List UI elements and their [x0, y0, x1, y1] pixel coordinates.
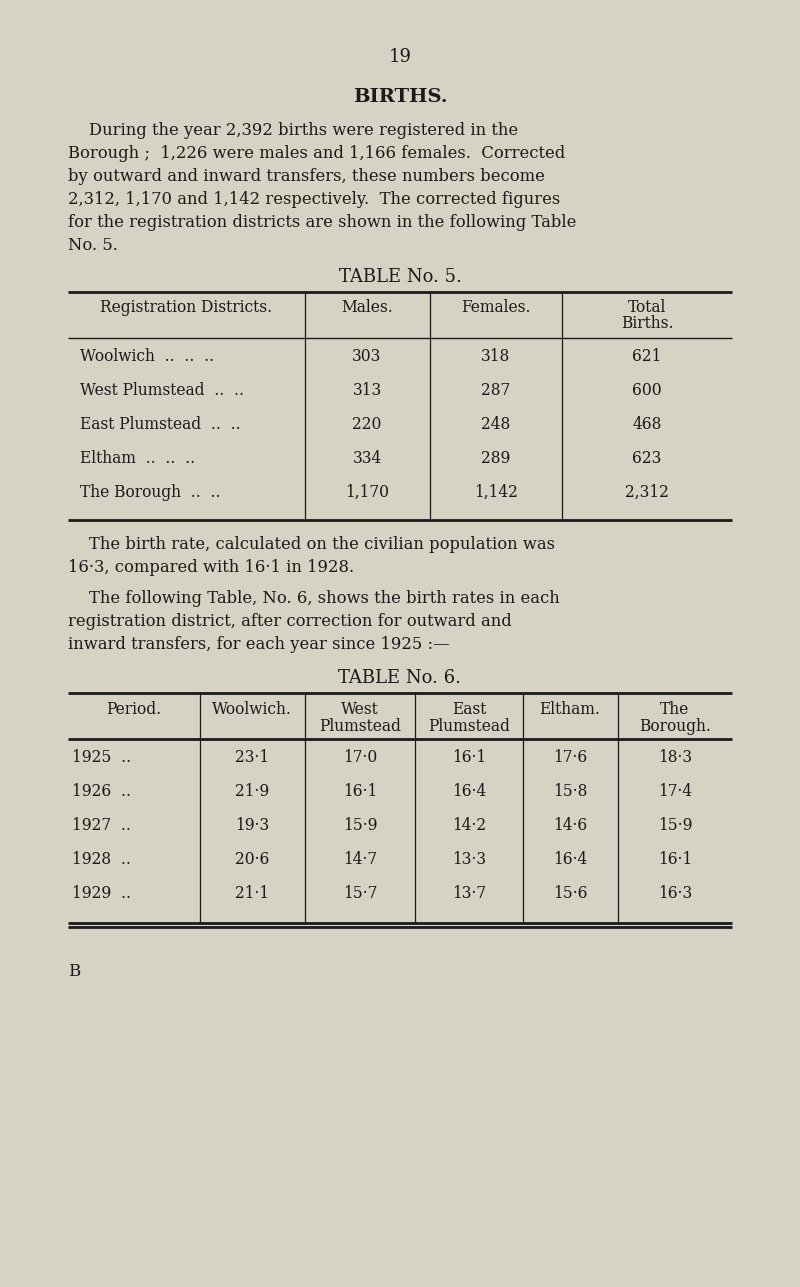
Text: 600: 600: [632, 382, 662, 399]
Text: 623: 623: [632, 450, 662, 467]
Text: 21·9: 21·9: [235, 782, 269, 801]
Text: 15·9: 15·9: [658, 817, 692, 834]
Text: 13·3: 13·3: [452, 851, 486, 867]
Text: Males.: Males.: [341, 299, 393, 317]
Text: Births.: Births.: [621, 315, 674, 332]
Text: Period.: Period.: [106, 701, 162, 718]
Text: 16·3: 16·3: [658, 885, 692, 902]
Text: 334: 334: [352, 450, 382, 467]
Text: 313: 313: [352, 382, 382, 399]
Text: B: B: [68, 963, 80, 979]
Text: registration district, after correction for outward and: registration district, after correction …: [68, 613, 512, 631]
Text: 16·1: 16·1: [343, 782, 377, 801]
Text: 621: 621: [632, 347, 662, 366]
Text: 14·2: 14·2: [452, 817, 486, 834]
Text: West Plumstead  ..  ..: West Plumstead .. ..: [80, 382, 244, 399]
Text: 2,312: 2,312: [625, 484, 669, 501]
Text: 14·7: 14·7: [343, 851, 377, 867]
Text: 248: 248: [482, 416, 510, 432]
Text: 19: 19: [389, 48, 411, 66]
Text: 21·1: 21·1: [235, 885, 269, 902]
Text: The birth rate, calculated on the civilian population was: The birth rate, calculated on the civili…: [68, 535, 555, 553]
Text: 16·1: 16·1: [658, 851, 692, 867]
Text: Plumstead: Plumstead: [319, 718, 401, 735]
Text: 468: 468: [632, 416, 662, 432]
Text: 2,312, 1,170 and 1,142 respectively.  The corrected figures: 2,312, 1,170 and 1,142 respectively. The…: [68, 190, 560, 208]
Text: Eltham.: Eltham.: [539, 701, 601, 718]
Text: Plumstead: Plumstead: [428, 718, 510, 735]
Text: Females.: Females.: [462, 299, 530, 317]
Text: The Borough  ..  ..: The Borough .. ..: [80, 484, 221, 501]
Text: 1925  ..: 1925 ..: [72, 749, 131, 766]
Text: The following Table, No. 6, shows the birth rates in each: The following Table, No. 6, shows the bi…: [68, 589, 560, 607]
Text: 15·6: 15·6: [553, 885, 587, 902]
Text: 287: 287: [482, 382, 510, 399]
Text: 1927  ..: 1927 ..: [72, 817, 131, 834]
Text: 13·7: 13·7: [452, 885, 486, 902]
Text: Woolwich  ..  ..  ..: Woolwich .. .. ..: [80, 347, 214, 366]
Text: TABLE No. 5.: TABLE No. 5.: [338, 268, 462, 286]
Text: 1926  ..: 1926 ..: [72, 782, 131, 801]
Text: Eltham  ..  ..  ..: Eltham .. .. ..: [80, 450, 195, 467]
Text: 1928  ..: 1928 ..: [72, 851, 131, 867]
Text: Registration Districts.: Registration Districts.: [100, 299, 272, 317]
Text: 14·6: 14·6: [553, 817, 587, 834]
Text: Borough.: Borough.: [639, 718, 711, 735]
Text: 16·3, compared with 16·1 in 1928.: 16·3, compared with 16·1 in 1928.: [68, 559, 354, 577]
Text: 1,170: 1,170: [345, 484, 389, 501]
Text: Woolwich.: Woolwich.: [212, 701, 292, 718]
Text: 16·4: 16·4: [553, 851, 587, 867]
Text: 16·4: 16·4: [452, 782, 486, 801]
Text: 16·1: 16·1: [452, 749, 486, 766]
Text: East Plumstead  ..  ..: East Plumstead .. ..: [80, 416, 241, 432]
Text: 15·8: 15·8: [553, 782, 587, 801]
Text: 15·9: 15·9: [342, 817, 378, 834]
Text: The: The: [660, 701, 690, 718]
Text: 17·4: 17·4: [658, 782, 692, 801]
Text: 1,142: 1,142: [474, 484, 518, 501]
Text: 220: 220: [352, 416, 382, 432]
Text: 17·6: 17·6: [553, 749, 587, 766]
Text: 20·6: 20·6: [235, 851, 269, 867]
Text: 18·3: 18·3: [658, 749, 692, 766]
Text: No. 5.: No. 5.: [68, 237, 118, 254]
Text: During the year 2,392 births were registered in the: During the year 2,392 births were regist…: [68, 122, 518, 139]
Text: 303: 303: [352, 347, 382, 366]
Text: by outward and inward transfers, these numbers become: by outward and inward transfers, these n…: [68, 169, 545, 185]
Text: Borough ;  1,226 were males and 1,166 females.  Corrected: Borough ; 1,226 were males and 1,166 fem…: [68, 145, 566, 162]
Text: 15·7: 15·7: [343, 885, 377, 902]
Text: 289: 289: [482, 450, 510, 467]
Text: East: East: [452, 701, 486, 718]
Text: 23·1: 23·1: [235, 749, 269, 766]
Text: Total: Total: [628, 299, 666, 317]
Text: for the registration districts are shown in the following Table: for the registration districts are shown…: [68, 214, 576, 230]
Text: 17·0: 17·0: [343, 749, 377, 766]
Text: West: West: [341, 701, 379, 718]
Text: 318: 318: [482, 347, 510, 366]
Text: BIRTHS.: BIRTHS.: [353, 88, 447, 106]
Text: 19·3: 19·3: [235, 817, 269, 834]
Text: inward transfers, for each year since 1925 :—: inward transfers, for each year since 19…: [68, 636, 450, 653]
Text: 1929  ..: 1929 ..: [72, 885, 131, 902]
Text: TABLE No. 6.: TABLE No. 6.: [338, 669, 462, 687]
